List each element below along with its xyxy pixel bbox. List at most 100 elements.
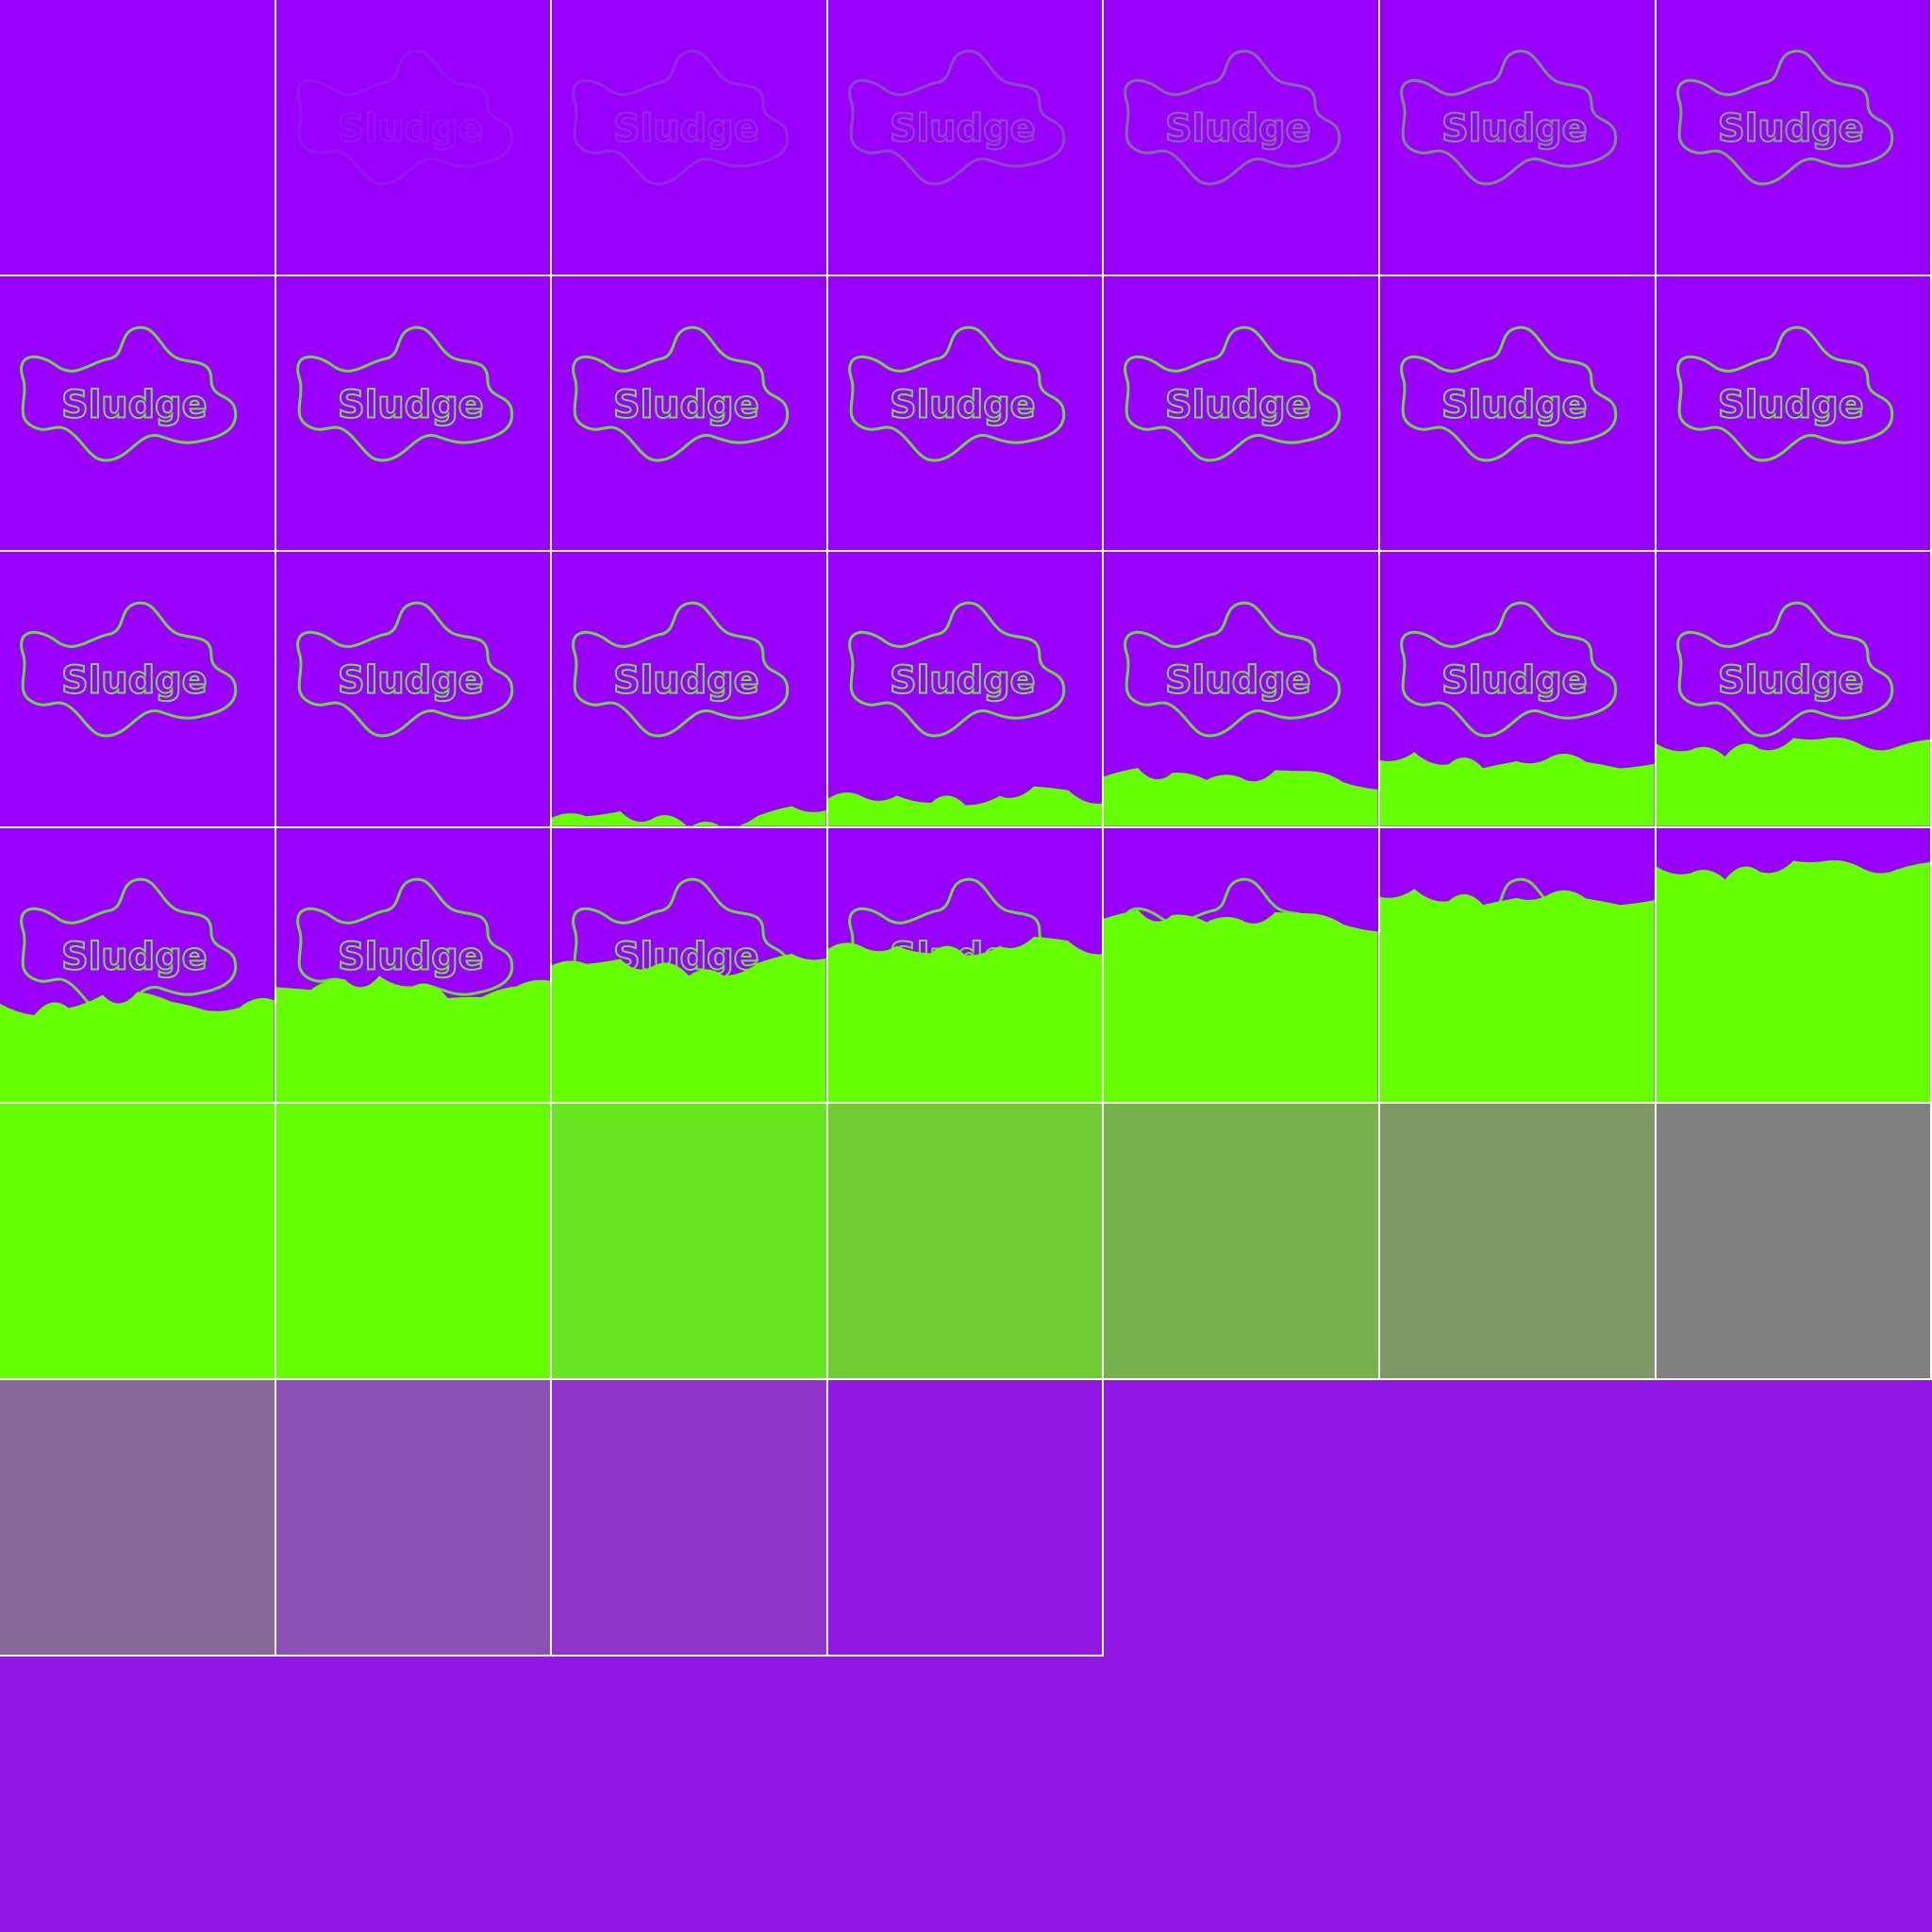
sprite-frame: Sludge (275, 0, 553, 276)
frame-art (0, 1104, 275, 1378)
sprite-frame: Sludge (275, 827, 553, 1105)
sprite-frame: Sludge (0, 275, 276, 553)
logo-text: Sludge (890, 383, 1036, 426)
logo-text: Sludge (613, 383, 759, 426)
sprite-frame (827, 1380, 1105, 1657)
logo-text: Sludge (338, 658, 484, 702)
sludge-logo: Sludge (847, 601, 1066, 738)
sludge-logo: Sludge (295, 877, 513, 1014)
frame-art: Sludge (552, 601, 826, 826)
sludge-logo: Sludge (1124, 601, 1341, 738)
sprite-frame (0, 0, 276, 276)
slime-fill (827, 936, 1103, 1103)
sprite-frame (1104, 1104, 1380, 1380)
sprite-frame: Sludge (1380, 827, 1657, 1105)
sprite-frame: Sludge (552, 552, 828, 828)
slime-fill (1104, 768, 1378, 826)
frame-art: Sludge (1124, 325, 1341, 462)
sprite-frame (0, 1380, 276, 1657)
sprite-frame: Sludge (275, 552, 553, 828)
sprite-frame: Sludge (827, 0, 1105, 276)
slime-fill (0, 1104, 275, 1378)
frame-art: Sludge (1104, 877, 1378, 1103)
sludge-logo: Sludge (20, 601, 238, 738)
sprite-frame (552, 1380, 828, 1657)
sprite-frame (275, 1380, 553, 1657)
sludge-logo: Sludge (572, 325, 790, 462)
slime-fill (827, 786, 1103, 826)
frame-art (828, 1104, 1103, 1378)
sludge-logo: Sludge (295, 49, 513, 186)
frame-art: Sludge (1104, 601, 1378, 826)
sprite-frame (0, 1104, 276, 1380)
slime-fill (1380, 752, 1655, 826)
logo-text: Sludge (1718, 658, 1864, 702)
frame-art (828, 1380, 1103, 1655)
logo-text: Sludge (1441, 658, 1588, 702)
frame-art: Sludge (1400, 49, 1618, 186)
frame-art: Sludge (295, 601, 513, 738)
logo-text: Sludge (1441, 107, 1588, 150)
sprite-frame (827, 1104, 1105, 1380)
sprite-frame: Sludge (1104, 552, 1380, 828)
logo-text: Sludge (61, 383, 208, 426)
frame-art (0, 1380, 275, 1655)
slime-fill (552, 953, 826, 1103)
slime-fill (275, 975, 551, 1103)
sprite-frame (1656, 1104, 1932, 1380)
sprite-frame: Sludge (1656, 0, 1932, 276)
frame-art: Sludge (1380, 877, 1655, 1103)
sprite-frame (552, 1104, 828, 1380)
slime-fill (1380, 889, 1655, 1103)
sprite-frame: Sludge (827, 827, 1105, 1105)
frame-art: Sludge (1675, 325, 1893, 462)
frame-art: Sludge (827, 601, 1103, 826)
frame-art: Sludge (572, 325, 790, 462)
logo-text: Sludge (338, 935, 484, 978)
sprite-frame: Sludge (0, 827, 276, 1105)
frame-art: Sludge (1675, 49, 1893, 186)
logo-text: Sludge (1718, 107, 1864, 150)
frame-art: Sludge (20, 325, 238, 462)
frame-art: Sludge (552, 877, 826, 1103)
logo-text: Sludge (61, 658, 208, 702)
sludge-logo: Sludge (295, 601, 513, 738)
sprite-frame: Sludge (552, 275, 828, 553)
frame-art: Sludge (1656, 601, 1931, 826)
sprite-frame: Sludge (1104, 0, 1380, 276)
sludge-logo: Sludge (20, 877, 238, 1014)
frame-art (276, 1104, 551, 1378)
logo-text: Sludge (338, 383, 484, 426)
sludge-logo: Sludge (1400, 325, 1618, 462)
logo-text: Sludge (1718, 383, 1864, 426)
logo-text: Sludge (1165, 383, 1311, 426)
sprite-frame (275, 1104, 553, 1380)
frame-art (276, 1380, 551, 1655)
sprite-frame: Sludge (1380, 275, 1657, 553)
sludge-logo: Sludge (1400, 49, 1618, 186)
sprite-frame: Sludge (1104, 827, 1380, 1105)
sprite-frame: Sludge (1656, 827, 1932, 1105)
frame-art: Sludge (0, 877, 275, 1103)
sprite-frame: Sludge (827, 552, 1105, 828)
logo-text: Sludge (338, 107, 484, 150)
logo-text: Sludge (890, 658, 1036, 702)
sprite-frame: Sludge (552, 827, 828, 1105)
sludge-logo: Sludge (20, 325, 238, 462)
slime-fill (1656, 859, 1931, 1103)
frame-art: Sludge (1656, 859, 1931, 1103)
frame-art: Sludge (295, 49, 513, 186)
frame-art: Sludge (847, 49, 1066, 186)
logo-text: Sludge (1165, 658, 1311, 702)
sprite-frame: Sludge (1656, 552, 1932, 828)
frame-art (552, 1380, 826, 1655)
frame-art (1104, 1104, 1378, 1378)
sludge-logo: Sludge (1675, 49, 1893, 186)
slime-fill (552, 806, 826, 826)
logo-text: Sludge (1165, 107, 1311, 150)
frame-art: Sludge (1124, 49, 1341, 186)
sludge-logo: Sludge (1400, 601, 1618, 738)
frame-art: Sludge (20, 601, 238, 738)
frame-art: Sludge (827, 877, 1103, 1103)
logo-text: Sludge (61, 935, 208, 978)
